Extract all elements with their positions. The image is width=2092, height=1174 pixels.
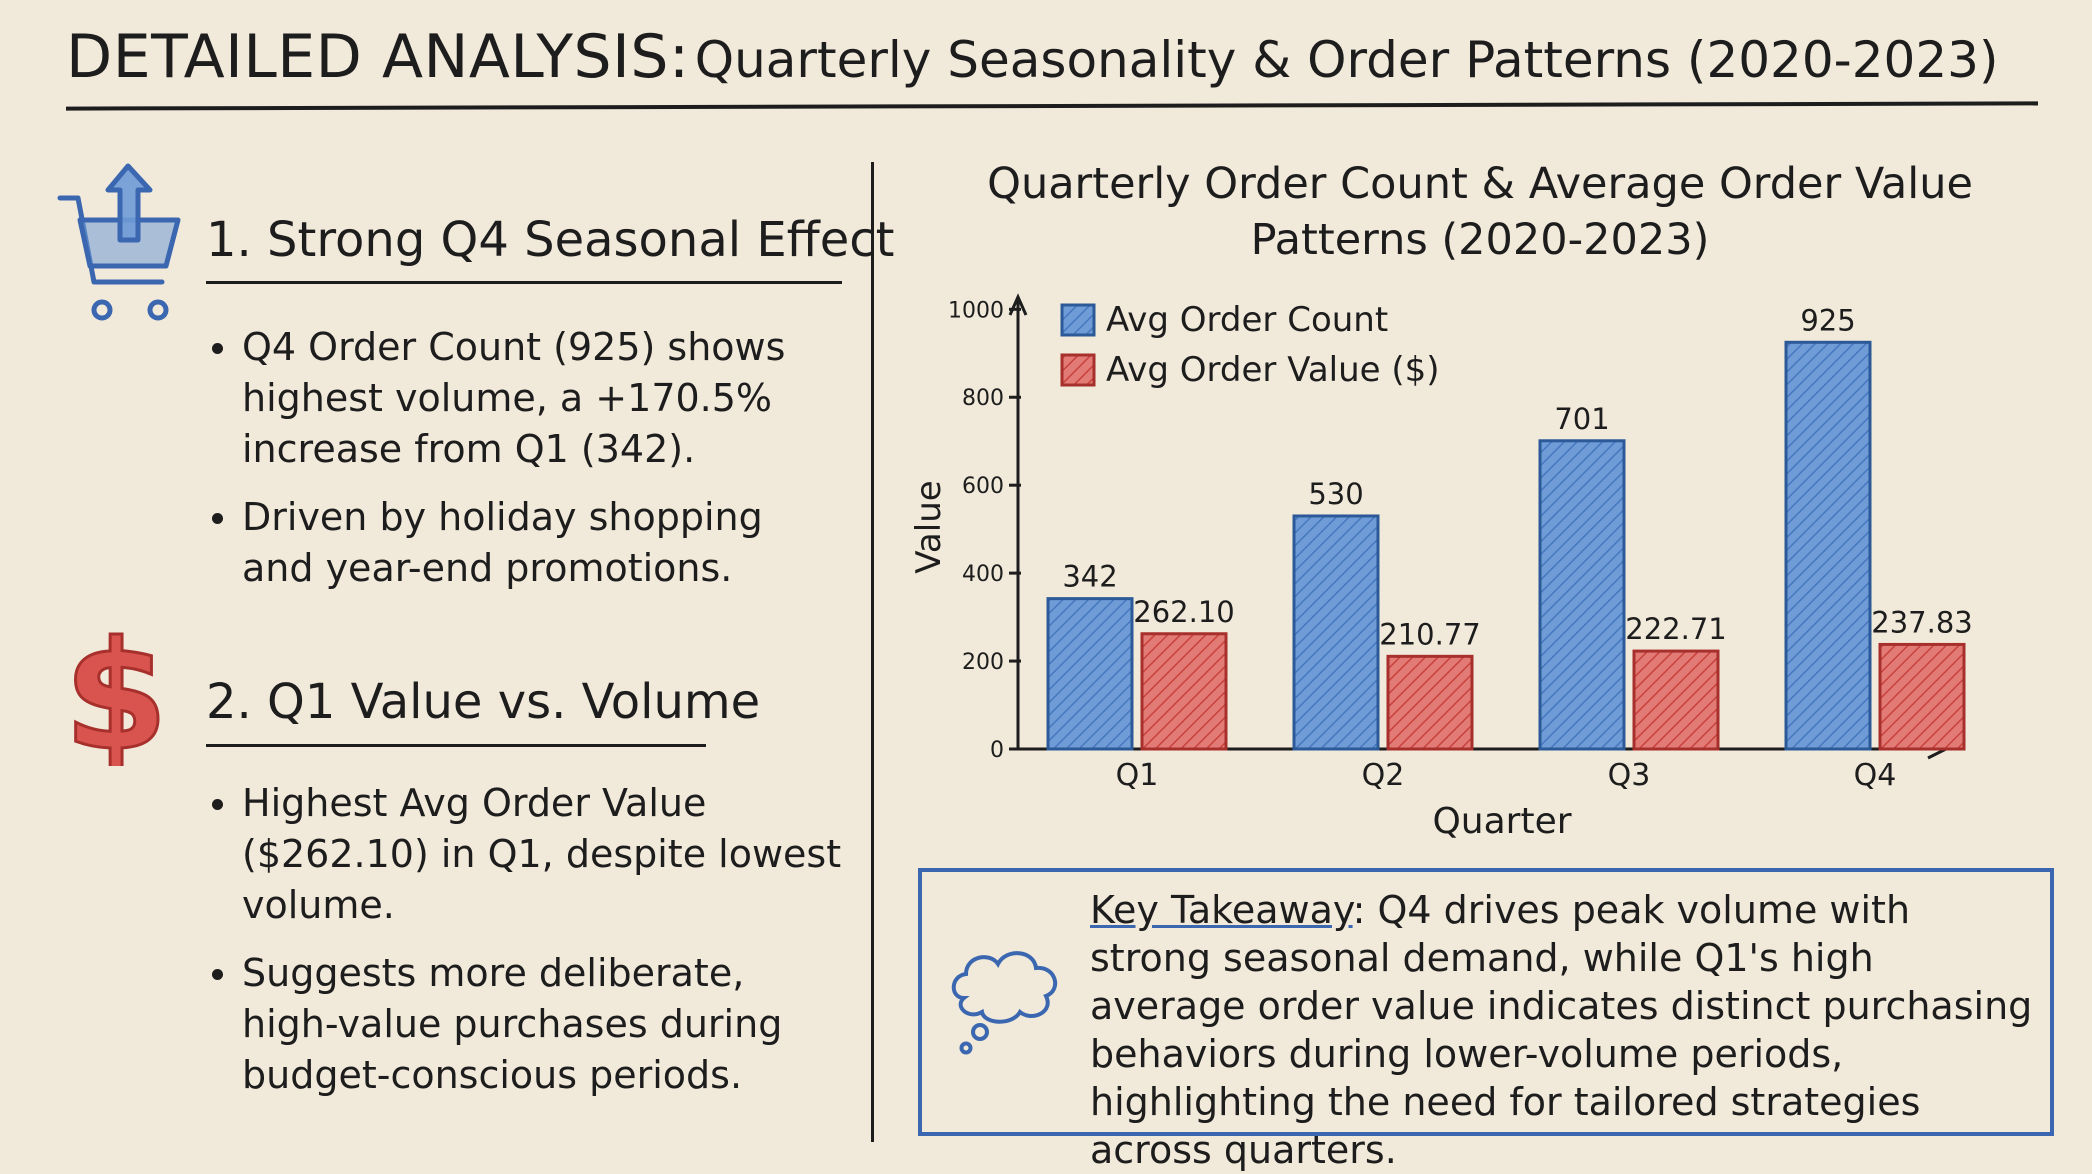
bar-value-label: 237.83 [1871,605,1972,639]
legend-label: Avg Order Value ($) [1106,350,1440,390]
thought-cloud-icon [944,940,1074,1064]
legend-label: Avg Order Count [1106,300,1388,340]
section-2-heading: 2. Q1 Value vs. Volume [206,674,761,730]
shopping-cart-up-arrow-icon [54,162,184,326]
y-axis-title: Value [909,480,949,573]
y-tick-label: 0 [990,738,1004,763]
bar-order-value [1878,642,1966,751]
bar-value-label: 342 [1062,560,1117,594]
dollar-sign-icon: $ [56,609,176,786]
x-tick-label: Q3 [1608,758,1651,793]
bar-chart: 0 200 400 600 800 1000 Value Quarter 342 262.10 Q… [909,293,1973,842]
section-1-bullets: Q4 Order Count (925) shows highest volum… [208,322,828,611]
bar-order-value [1386,654,1474,751]
y-tick-label: 400 [962,562,1004,587]
page-title-strong: DETAILED ANALYSIS: [66,22,690,92]
section-2-bullet: Suggests more deliberate, high-value pur… [208,948,848,1101]
page-title-rest: Quarterly Seasonality & Order Patterns (… [694,31,1999,89]
bar-order-value [1632,649,1720,751]
svg-text:$: $ [64,626,168,766]
x-tick-label: Q1 [1116,758,1159,793]
y-tick-label: 200 [962,650,1004,675]
bar-value-label: 210.77 [1379,617,1480,651]
legend-swatch [1060,353,1096,387]
bar-value-label: 530 [1308,477,1363,511]
y-tick-label: 600 [962,474,1004,499]
key-takeaway-text: Key Takeaway: Q4 drives peak volume with… [1090,886,2035,1174]
section-2-underline [206,744,706,747]
bar-order-count [1538,439,1626,751]
key-takeaway-label: Key Takeaway [1090,888,1353,932]
y-tick-label: 1000 [948,298,1004,323]
bar-order-value [1140,632,1228,751]
page-title: DETAILED ANALYSIS: Quarterly Seasonality… [66,22,2046,92]
section-1-heading: 1. Strong Q4 Seasonal Effect [206,212,895,268]
title-underline [65,101,2039,111]
section-1-bullet: Q4 Order Count (925) shows highest volum… [208,322,828,475]
bar-value-label: 701 [1554,402,1609,436]
bar-value-label: 222.71 [1625,612,1726,646]
legend-swatch [1060,303,1096,337]
chart-title: Quarterly Order Count & Average Order Va… [987,159,1973,265]
x-tick-label: Q4 [1854,758,1897,793]
section-2-bullet: Highest Avg Order Value ($262.10) in Q1,… [208,778,848,931]
column-divider [871,162,874,1142]
x-axis-title: Quarter [1432,801,1571,842]
bar-order-count [1784,340,1872,751]
bar-value-label: 262.10 [1133,595,1234,629]
bar-order-count [1046,597,1134,751]
y-tick-label: 800 [962,386,1004,411]
bar-value-label: 925 [1800,303,1855,337]
section-1-bullet: Driven by holiday shopping and year-end … [208,492,828,594]
x-tick-label: Q2 [1362,758,1405,793]
key-takeaway-box: Key Takeaway: Q4 drives peak volume with… [918,868,2054,1172]
key-takeaway-body: : Q4 drives peak volume with strong seas… [1090,888,2033,1172]
section-2-bullets: Highest Avg Order Value ($262.10) in Q1,… [208,778,848,1118]
bar-order-count [1292,514,1380,751]
section-1-underline [206,281,842,284]
